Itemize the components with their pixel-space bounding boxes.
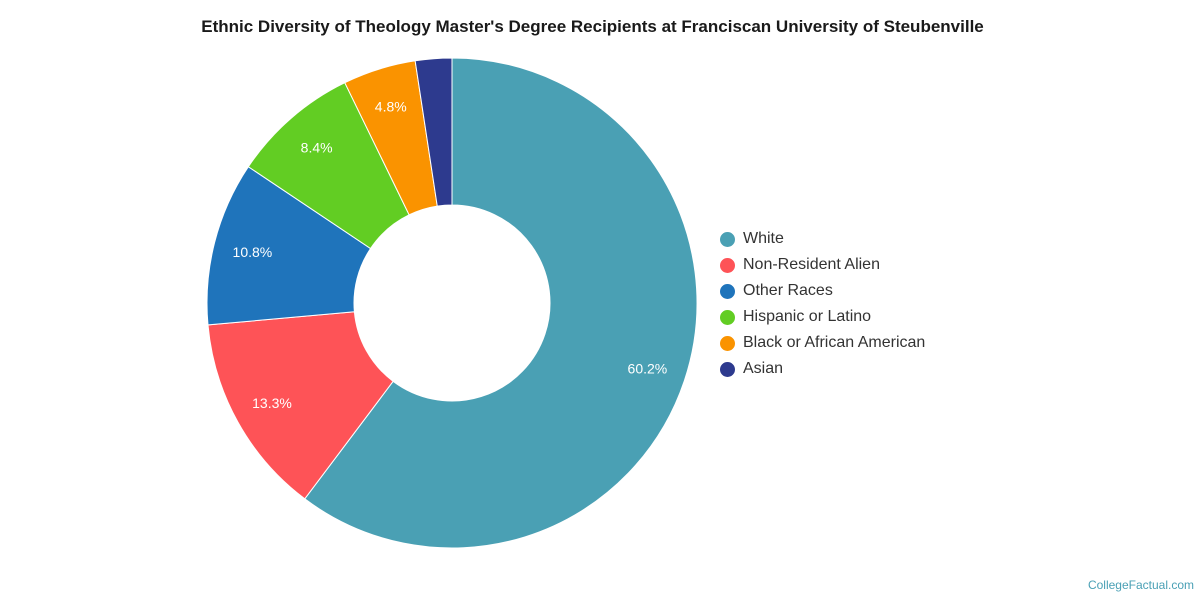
slice-label-white: 60.2% [628,360,668,376]
slice-white[interactable] [304,57,698,549]
slice-label-other-races: 10.8% [233,244,273,260]
legend-label: Asian [743,360,784,377]
legend-item-white[interactable]: White [720,226,925,252]
slice-non-resident-alien[interactable] [207,311,394,500]
legend-swatch-icon [720,257,735,273]
chart-title: Ethnic Diversity of Theology Master's De… [201,17,984,36]
legend-label: White [743,230,784,247]
legend-swatch-icon [720,283,735,299]
legend-label: Other Races [743,282,833,299]
slice-asian[interactable] [414,57,453,207]
chart-legend: White Non-Resident Alien Other Races Hispan… [720,226,925,382]
legend-item-hispanic-or-latino[interactable]: Hispanic or Latino [720,304,925,330]
legend-swatch-icon [720,309,735,325]
slice-label-non-resident-alien: 13.3% [252,395,292,411]
legend-label: Non-Resident Alien [743,256,880,273]
legend-label: Black or African American [743,334,926,351]
legend-swatch-icon [720,231,735,247]
legend-item-black-or-african-american[interactable]: Black or African American [720,330,925,356]
legend-item-asian[interactable]: Asian [720,356,925,382]
legend-swatch-icon [720,361,735,377]
slice-label-black-or-african-american: 4.8% [375,98,407,114]
slice-label-hispanic-or-latino: 8.4% [301,140,333,156]
legend-swatch-icon [720,335,735,351]
legend-item-non-resident-alien[interactable]: Non-Resident Alien [720,252,925,278]
legend-item-other-races[interactable]: Other Races [720,278,925,304]
legend-label: Hispanic or Latino [743,308,872,325]
source-credit[interactable]: CollegeFactual.com [1087,578,1194,592]
